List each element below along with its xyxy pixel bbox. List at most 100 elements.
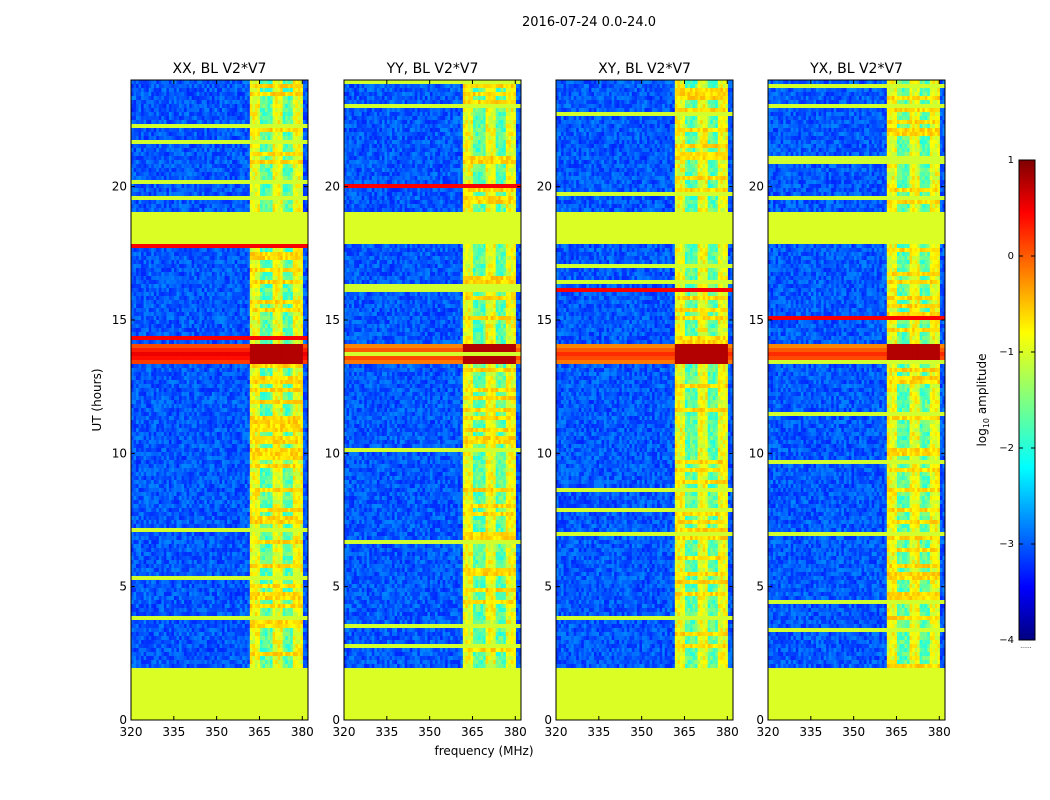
heatmap-cell [242, 108, 245, 112]
heatmap-cell [154, 88, 157, 92]
heatmap-cell [199, 96, 202, 100]
heatmap-cell [214, 88, 217, 92]
heatmap-cell [270, 116, 273, 120]
heatmap-cell [159, 84, 162, 88]
heatmap-cell [212, 92, 215, 96]
heatmap-cell [164, 128, 167, 132]
heatmap-cell [141, 100, 144, 104]
heatmap-cell [293, 100, 296, 104]
heatmap-cell [232, 112, 235, 116]
heatmap-cell [174, 120, 177, 124]
heatmap-cell [295, 84, 298, 88]
heatmap-cell [207, 112, 210, 116]
heatmap-cell [217, 84, 220, 88]
heatmap-cell [136, 108, 139, 112]
heatmap-cell [288, 128, 291, 132]
heatmap-cell [144, 96, 147, 100]
heatmap-cell [177, 96, 180, 100]
heatmap-cell [285, 128, 288, 132]
heatmap-cell [177, 112, 180, 116]
heatmap-cell [220, 80, 223, 84]
heatmap-cell [139, 96, 142, 100]
heatmap-cell [295, 128, 298, 132]
heatmap-cell [230, 96, 233, 100]
heatmap-cell [139, 80, 142, 84]
heatmap-cell [182, 120, 185, 124]
heatmap-cell [151, 112, 154, 116]
heatmap-cell [149, 124, 152, 128]
heatmap-cell [268, 96, 271, 100]
heatmap-cell [247, 92, 250, 96]
heatmap-cell [179, 128, 182, 132]
heatmap-cell [242, 116, 245, 120]
heatmap-cell [207, 80, 210, 84]
heatmap-cell [273, 128, 276, 132]
heatmap-cell [144, 112, 147, 116]
heatmap-cell [250, 84, 253, 88]
heatmap-cell [222, 128, 225, 132]
heatmap-cell [220, 112, 223, 116]
heatmap-cell [189, 120, 192, 124]
heatmap-cell [214, 112, 217, 116]
heatmap-cell [192, 92, 195, 96]
heatmap-cell [169, 108, 172, 112]
heatmap-cell [235, 112, 238, 116]
heatmap-cell [235, 84, 238, 88]
heatmap-cell [184, 88, 187, 92]
heatmap-cell [194, 100, 197, 104]
heatmap-cell [230, 88, 233, 92]
heatmap-cell [255, 100, 258, 104]
heatmap-cell [166, 92, 169, 96]
heatmap-cell [237, 88, 240, 92]
heatmap-cell [194, 116, 197, 120]
heatmap-cell [174, 80, 177, 84]
heatmap-cell [144, 116, 147, 120]
heatmap-cell [177, 116, 180, 120]
heatmap-cell [260, 92, 263, 96]
heatmap-cell [280, 108, 283, 112]
heatmap-cell [139, 116, 142, 120]
heatmap-cell [303, 88, 306, 92]
heatmap-cell [149, 116, 152, 120]
heatmap-cell [252, 124, 255, 128]
heatmap-cell [242, 112, 245, 116]
heatmap-cell [171, 124, 174, 128]
heatmap-cell [235, 92, 238, 96]
heatmap-cell [220, 92, 223, 96]
heatmap-cell [232, 84, 235, 88]
heatmap-cell [217, 120, 220, 124]
heatmap-cell [237, 100, 240, 104]
heatmap-cell [177, 80, 180, 84]
heatmap-cell [265, 80, 268, 84]
heatmap-cell [270, 120, 273, 124]
heatmap-cell [262, 116, 265, 120]
heatmap-cell [232, 104, 235, 108]
heatmap-cell [265, 120, 268, 124]
heatmap-cell [169, 124, 172, 128]
heatmap-cell [275, 128, 278, 132]
heatmap-cell [268, 120, 271, 124]
heatmap-cell [154, 112, 157, 116]
heatmap-cells [131, 80, 308, 720]
heatmap-cell [285, 96, 288, 100]
heatmap-cell [144, 84, 147, 88]
heatmap-cell [144, 92, 147, 96]
heatmap-cell [250, 92, 253, 96]
heatmap-cell [260, 80, 263, 84]
heatmap-cell [174, 100, 177, 104]
heatmap-cell [235, 88, 238, 92]
heatmap-cell [169, 92, 172, 96]
heatmap-cell [303, 104, 306, 108]
heatmap-cell [174, 128, 177, 132]
heatmap-cell [182, 116, 185, 120]
heatmap-cell [288, 96, 291, 100]
heatmap-cell [300, 124, 303, 128]
heatmap-cell [169, 96, 172, 100]
heatmap-cell [139, 108, 142, 112]
heatmap-cell [280, 92, 283, 96]
heatmap-cell [227, 96, 230, 100]
heatmap-cell [290, 88, 293, 92]
heatmap-cell [280, 88, 283, 92]
heatmap-cell [283, 104, 286, 108]
heatmap-cell [187, 92, 190, 96]
